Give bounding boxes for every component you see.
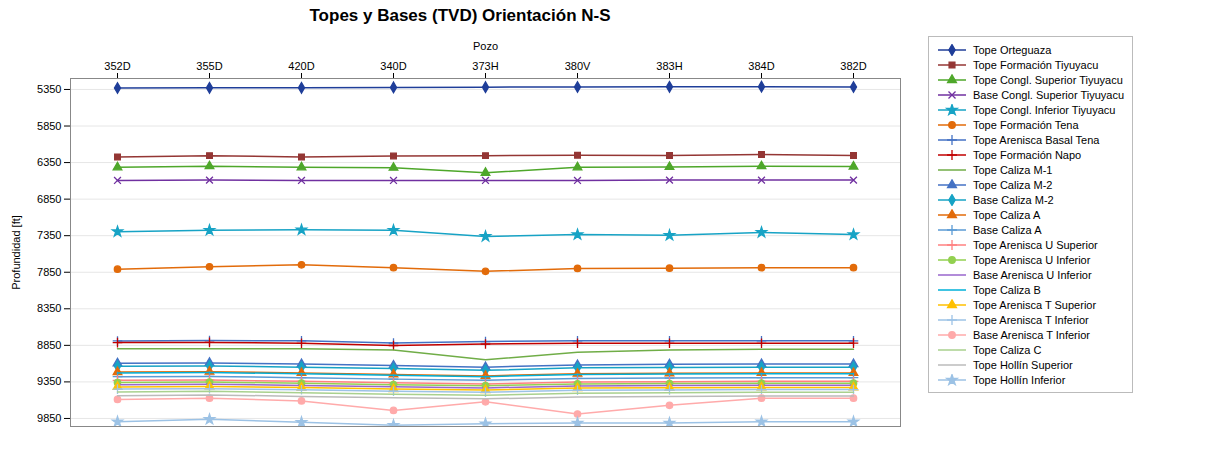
html-text:Tope Caliza M-1: Tope Caliza M-1 (973, 163, 1053, 176)
html-text:Tope Orteguaza: Tope Orteguaza (973, 43, 1052, 56)
svg-text:Pozo: Pozo (473, 40, 498, 52)
svg-text:7350: 7350 (37, 229, 61, 241)
html-text:Tope Arenisca T Inferior: Tope Arenisca T Inferior (973, 313, 1089, 326)
html-text:Tope Arenisca U Superior: Tope Arenisca U Superior (973, 238, 1098, 251)
svg-text:352D: 352D (104, 60, 130, 72)
html-text:Base Caliza M-2: Base Caliza M-2 (973, 193, 1054, 206)
html-text:Tope Hollín Inferior: Tope Hollín Inferior (973, 373, 1066, 386)
html-text:Tope Congl. Superior Tiyuyacu: Tope Congl. Superior Tiyuyacu (973, 73, 1123, 86)
html-text:Tope Formación Napo: Tope Formación Napo (973, 148, 1082, 161)
svg-text:9850: 9850 (37, 412, 61, 424)
html-text:Base Caliza A: Base Caliza A (973, 223, 1042, 236)
svg-text:8350: 8350 (37, 302, 61, 314)
svg-text:382D: 382D (840, 60, 866, 72)
svg-text:9350: 9350 (37, 375, 61, 387)
svg-text:420D: 420D (288, 60, 314, 72)
html-text:Tope Formación Tiyuyacu: Tope Formación Tiyuyacu (973, 58, 1099, 71)
svg-text:340D: 340D (380, 60, 406, 72)
svg-text:380V: 380V (565, 60, 591, 72)
html-text:Base Arenisca U Inferior: Base Arenisca U Inferior (973, 268, 1092, 281)
svg-text:384D: 384D (748, 60, 774, 72)
svg-text:6350: 6350 (37, 156, 61, 168)
html-text:Tope Caliza C: Tope Caliza C (973, 343, 1042, 356)
html-text:Tope Caliza M-2: Tope Caliza M-2 (973, 178, 1053, 191)
html-text:Tope Caliza B: Tope Caliza B (973, 283, 1041, 296)
svg-text:5850: 5850 (37, 120, 61, 132)
html-text:Tope Arenisca U Inferior: Tope Arenisca U Inferior (973, 253, 1091, 266)
html-text:Base Congl. Superior Tiyuyacu: Base Congl. Superior Tiyuyacu (973, 88, 1124, 101)
svg-text:355D: 355D (196, 60, 222, 72)
svg-text:7850: 7850 (37, 266, 61, 278)
html-text:Tope Arenisca Basal Tena: Tope Arenisca Basal Tena (973, 133, 1100, 146)
html-text:Tope Formación Tena: Tope Formación Tena (973, 118, 1079, 131)
html-text:Base Arenisca T Inferior: Base Arenisca T Inferior (973, 328, 1090, 341)
svg-text:383H: 383H (656, 60, 682, 72)
svg-text:373H: 373H (472, 60, 498, 72)
html-text:Tope Caliza A: Tope Caliza A (973, 208, 1041, 221)
svg-text:5350: 5350 (37, 83, 61, 95)
html-text:Tope Hollín Superior: Tope Hollín Superior (973, 358, 1073, 371)
svg-text:8850: 8850 (37, 339, 61, 351)
html-text:Tope Arenisca T Superior: Tope Arenisca T Superior (973, 298, 1097, 311)
svg-text:Profundidad [ft]: Profundidad [ft] (10, 215, 22, 290)
html-text:Topes y Bases (TVD) Orientació: Topes y Bases (TVD) Orientación N-S (309, 6, 611, 25)
svg-text:6850: 6850 (37, 193, 61, 205)
html-text:Tope Congl. Inferior Tiyuyacu: Tope Congl. Inferior Tiyuyacu (973, 103, 1116, 116)
